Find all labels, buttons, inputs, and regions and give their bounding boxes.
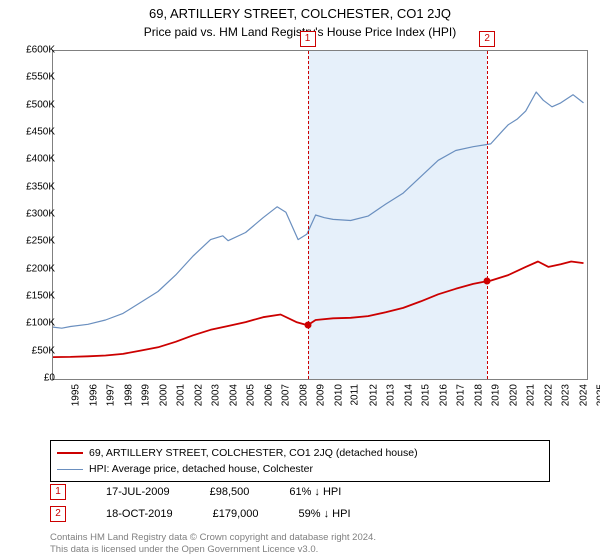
y-tick: £600K [26, 45, 55, 56]
info-vs-hpi-1: 61% ↓ HPI [289, 486, 341, 498]
info-price-2: £179,000 [213, 508, 259, 520]
legend-row-hpi: HPI: Average price, detached house, Colc… [57, 461, 543, 477]
series-svg [53, 51, 587, 379]
y-tick: £150K [26, 291, 55, 302]
y-tick: £200K [26, 263, 55, 274]
y-tick: £50K [32, 345, 55, 356]
legend-swatch-hpi [57, 469, 83, 470]
footer: Contains HM Land Registry data © Crown c… [50, 532, 376, 556]
legend: 69, ARTILLERY STREET, COLCHESTER, CO1 2J… [50, 440, 550, 482]
legend-label-hpi: HPI: Average price, detached house, Colc… [89, 463, 313, 475]
info-date-2: 18-OCT-2019 [106, 508, 173, 520]
marker-line-2 [487, 51, 488, 379]
chart-outer: 12 £0 £50K £100K £150K £200K £250K £300K £350K £… [8, 50, 593, 410]
y-tick: £300K [26, 209, 55, 220]
footer-line-1: Contains HM Land Registry data © Crown c… [50, 532, 376, 544]
marker-label-2: 2 [479, 31, 495, 47]
x-tick: 2025 [595, 384, 600, 406]
info-row-1: 1 17-JUL-2009 £98,500 61% ↓ HPI [50, 484, 570, 500]
y-tick: £350K [26, 181, 55, 192]
footer-line-2: This data is licensed under the Open Gov… [50, 544, 376, 556]
info-vs-hpi-2: 59% ↓ HPI [299, 508, 351, 520]
chart-title: 69, ARTILLERY STREET, COLCHESTER, CO1 2J… [0, 0, 600, 21]
legend-row-price-paid: 69, ARTILLERY STREET, COLCHESTER, CO1 2J… [57, 445, 543, 461]
y-tick: £0 [44, 373, 55, 384]
y-tick: £250K [26, 236, 55, 247]
info-marker-2: 2 [50, 506, 66, 522]
info-date-1: 17-JUL-2009 [106, 486, 170, 498]
info-price-1: £98,500 [210, 486, 250, 498]
marker-dot-2 [484, 278, 491, 285]
y-tick: £500K [26, 99, 55, 110]
series-hpi [53, 92, 584, 328]
marker-line-1 [308, 51, 309, 379]
y-tick: £100K [26, 318, 55, 329]
legend-label-price-paid: 69, ARTILLERY STREET, COLCHESTER, CO1 2J… [89, 447, 418, 459]
y-tick: £550K [26, 72, 55, 83]
marker-label-1: 1 [300, 31, 316, 47]
y-tick: £450K [26, 127, 55, 138]
legend-swatch-price-paid [57, 452, 83, 454]
marker-dot-1 [304, 322, 311, 329]
info-marker-1: 1 [50, 484, 66, 500]
y-tick: £400K [26, 154, 55, 165]
info-row-2: 2 18-OCT-2019 £179,000 59% ↓ HPI [50, 506, 570, 522]
plot-area: 12 [52, 50, 588, 380]
series-price_paid [53, 262, 584, 358]
chart-container: 69, ARTILLERY STREET, COLCHESTER, CO1 2J… [0, 0, 600, 560]
